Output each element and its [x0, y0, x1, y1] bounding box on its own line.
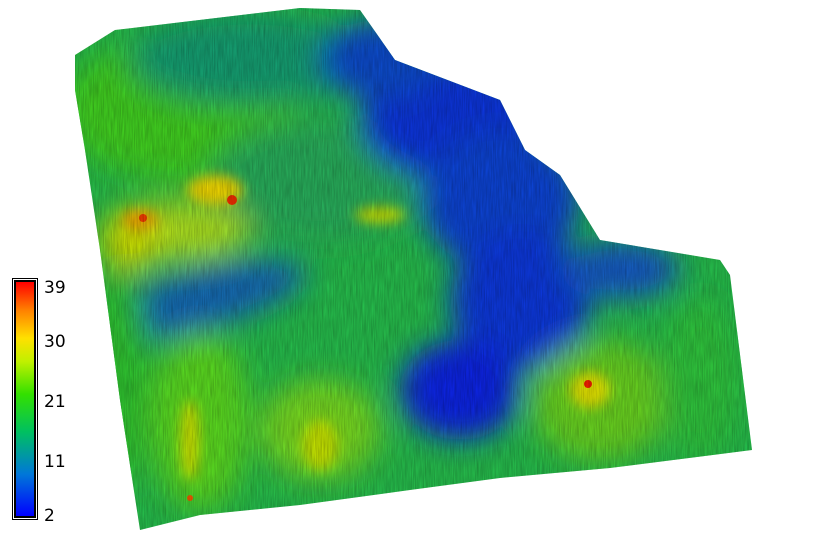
- color-legend: 39 30 21 11 2: [12, 278, 74, 526]
- legend-tick-label: 30: [44, 332, 66, 352]
- color-scale-bar: [12, 278, 38, 520]
- legend-tick-label: 39: [44, 278, 66, 298]
- legend-tick-label: 2: [44, 506, 55, 526]
- legend-tick-label: 21: [44, 392, 66, 412]
- legend-tick-label: 11: [44, 452, 66, 472]
